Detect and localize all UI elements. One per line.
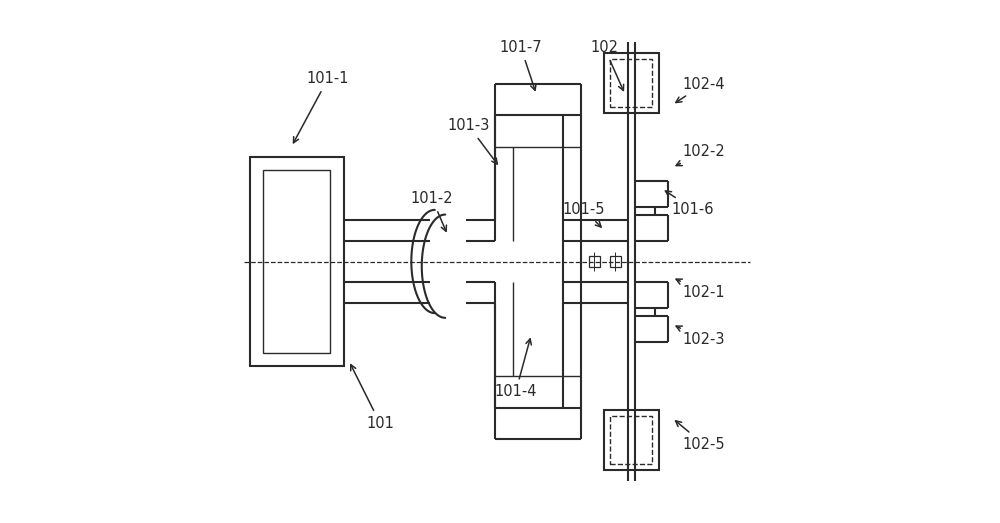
Text: 101-1: 101-1 [293, 72, 349, 143]
Text: 102-4: 102-4 [676, 77, 725, 103]
Text: 101-5: 101-5 [562, 202, 605, 227]
Bar [610, 59, 652, 107]
Bar [263, 170, 330, 353]
Text: 101: 101 [351, 365, 394, 431]
Text: 101-4: 101-4 [494, 339, 537, 400]
Text: 101-3: 101-3 [448, 118, 497, 164]
Bar [250, 157, 344, 366]
Text: 102-5: 102-5 [676, 421, 725, 451]
Bar [610, 416, 652, 464]
Bar [589, 256, 600, 267]
Text: 102-3: 102-3 [676, 326, 725, 347]
Bar [604, 53, 659, 113]
Text: 101-7: 101-7 [500, 40, 542, 90]
Text: 102-1: 102-1 [676, 279, 725, 300]
Bar [604, 410, 659, 470]
Text: 101-6: 101-6 [665, 191, 714, 217]
Text: 101-2: 101-2 [411, 191, 454, 231]
Text: 102-2: 102-2 [676, 144, 725, 166]
Bar [610, 256, 621, 267]
Text: 102: 102 [590, 40, 624, 90]
